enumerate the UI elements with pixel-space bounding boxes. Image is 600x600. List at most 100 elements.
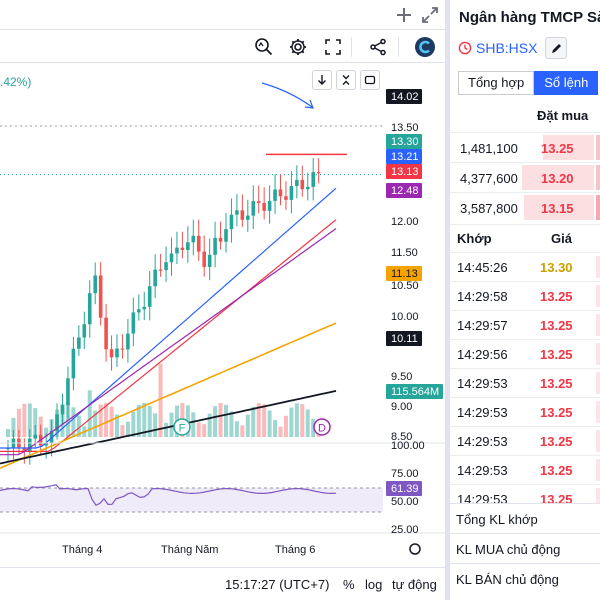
- trade-price: 13.25: [540, 405, 573, 420]
- summary-label: KL BÁN chủ động: [456, 572, 559, 587]
- order-bar: [524, 195, 594, 220]
- candle-body: [196, 235, 201, 252]
- trade-time: 14:29:56: [457, 347, 508, 362]
- rsi-axis-label: 25.00: [391, 524, 419, 536]
- candle-body: [251, 201, 256, 216]
- trade-edge: [596, 372, 600, 394]
- auto-toggle[interactable]: tự động: [392, 577, 437, 592]
- summary-label: Tổng KL khớp: [456, 512, 538, 527]
- trade-edge: [596, 256, 600, 278]
- volume-bar: [6, 429, 10, 437]
- trade-time: 14:29:58: [457, 289, 508, 304]
- candle-body: [305, 186, 310, 190]
- volume-bar: [278, 426, 283, 437]
- candle-body: [191, 235, 196, 243]
- window-top-bar: [0, 0, 445, 30]
- trade-row: 14:29:56 13.25: [450, 339, 600, 368]
- tab-orderbook[interactable]: Sổ lệnh: [534, 71, 599, 95]
- candle-body: [153, 269, 157, 287]
- percent-toggle[interactable]: %: [343, 577, 355, 592]
- price-axis-badge: [386, 266, 422, 281]
- price-axis-badge: [386, 89, 422, 104]
- arrow-down-icon[interactable]: [312, 70, 332, 90]
- volume-bar: [44, 427, 49, 437]
- order-edge: [596, 165, 600, 190]
- plus-icon[interactable]: [393, 4, 415, 26]
- pencil-icon[interactable]: [545, 37, 568, 59]
- price-axis-label: 10.00: [391, 311, 419, 323]
- candle-body: [262, 202, 266, 211]
- order-price: 13.25: [541, 141, 574, 156]
- panel-divider[interactable]: [445, 0, 450, 600]
- candle-body: [131, 312, 136, 334]
- annotation-arrowhead: [304, 99, 314, 109]
- trades-header: Khớp Giá: [450, 224, 600, 252]
- order-bar: [543, 135, 594, 160]
- gear-icon[interactable]: [286, 35, 310, 59]
- order-edge: [596, 135, 600, 160]
- order-price: 13.20: [541, 171, 574, 186]
- trade-row: 14:29:53 13.25: [450, 455, 600, 484]
- expand-icon[interactable]: [419, 4, 441, 26]
- volume-bar: [267, 410, 272, 437]
- rsi-axis-badge: [386, 481, 422, 496]
- collapse-icon[interactable]: [336, 70, 356, 90]
- candle-body: [33, 434, 38, 439]
- candle-body: [120, 348, 125, 350]
- trade-edge: [596, 488, 600, 510]
- candle-body: [278, 189, 283, 197]
- logo-icon[interactable]: [413, 35, 437, 59]
- candle-body: [311, 172, 315, 187]
- candle-body: [158, 269, 163, 271]
- volume-bar: [300, 404, 305, 437]
- price-axis-label: 13.21: [391, 151, 419, 163]
- bank-name: Ngân hàng TMCP Sài: [459, 9, 600, 26]
- candle-body: [180, 247, 185, 251]
- candle-body: [147, 286, 152, 307]
- volume-bar: [191, 412, 196, 437]
- log-toggle[interactable]: log: [365, 577, 383, 592]
- event-marker: [173, 418, 191, 436]
- price-axis-badge: [386, 149, 422, 164]
- axis-settings-icon: [409, 543, 421, 555]
- volume-bar: [125, 421, 130, 437]
- rsi-axis-label: 75.00: [391, 468, 419, 480]
- price-axis-badge: [386, 384, 443, 399]
- candle-body: [164, 262, 168, 271]
- candle-body: [28, 438, 32, 452]
- candle-body: [295, 179, 299, 187]
- price-axis-label: 10.50: [391, 280, 419, 292]
- candle-body: [169, 253, 174, 263]
- trade-time: 14:45:26: [457, 260, 508, 275]
- maximize-pane-icon[interactable]: [360, 70, 380, 90]
- volume-bar: [153, 413, 158, 437]
- order-row: 4,377,600 13.20: [450, 162, 600, 192]
- volume-bar: [16, 408, 21, 437]
- fullscreen-icon[interactable]: [321, 35, 345, 59]
- tab-summary[interactable]: Tổng hợp: [458, 71, 535, 95]
- share-icon[interactable]: [366, 35, 390, 59]
- price-axis-label: 11.13: [391, 268, 418, 280]
- ma-orange-line: [0, 322, 337, 469]
- volume-bar: [202, 424, 207, 437]
- volume-bar: [218, 403, 223, 437]
- trade-row: 14:29:53 13.25: [450, 426, 600, 455]
- volume-bar: [147, 406, 152, 437]
- trade-row: 14:29:53 13.25: [450, 397, 600, 426]
- candle-body: [93, 275, 97, 294]
- candle-body: [77, 337, 81, 349]
- candle-body: [82, 324, 87, 338]
- rsi-axis-label: 100.00: [391, 440, 425, 452]
- trade-edge: [596, 430, 600, 452]
- price-axis-label: 13.13: [391, 166, 419, 178]
- volume-bar: [142, 403, 147, 437]
- ticker-row: SHB:HSX: [458, 37, 568, 59]
- ma-fast-line: [0, 187, 337, 449]
- trade-price: 13.25: [540, 318, 573, 333]
- price-chart[interactable]: F D Tháng 4 Tháng Năm Tháng 6 14.02 13.50 13.30…: [0, 63, 445, 568]
- indicator-icon[interactable]: [252, 35, 276, 59]
- ticker-symbol[interactable]: SHB:HSX: [476, 40, 538, 56]
- active-buy-volume: KL MUA chủ động: [450, 533, 600, 563]
- rsi-line: [0, 484, 337, 506]
- rsi-axis-label: 50.00: [391, 496, 419, 508]
